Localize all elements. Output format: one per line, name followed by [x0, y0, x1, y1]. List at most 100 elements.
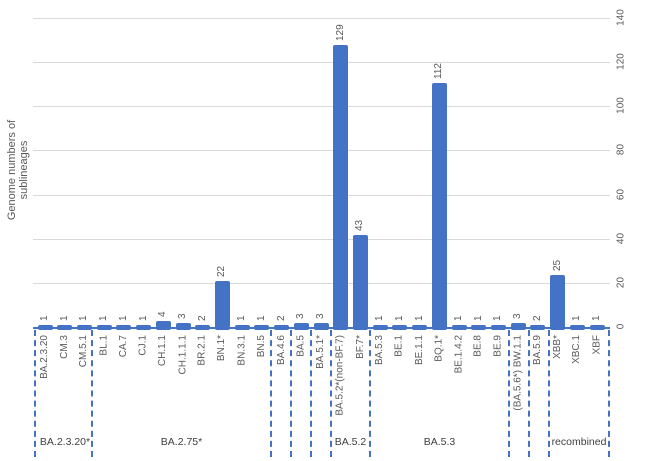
category-label: BE.8 — [472, 335, 484, 357]
value-label: 1 — [255, 315, 267, 321]
y-tick-label: 80 — [615, 143, 627, 156]
value-label: 1 — [78, 315, 90, 321]
category-label: CA.7 — [117, 335, 129, 358]
bar — [510, 323, 526, 330]
category-label: BA.5 — [295, 335, 307, 357]
bar — [214, 281, 230, 330]
y-tick-label: 140 — [615, 9, 627, 26]
bar — [76, 325, 92, 330]
y-tick-label: 40 — [615, 232, 627, 245]
category-label: CM.3 — [58, 335, 70, 359]
value-label: 1 — [571, 315, 583, 321]
bar — [550, 274, 566, 330]
gridline — [33, 106, 610, 107]
value-label: 1 — [58, 315, 70, 321]
category-label: BE.1 — [393, 335, 405, 357]
value-label: 1 — [374, 315, 386, 321]
value-label: 43 — [354, 219, 366, 232]
bar — [175, 323, 191, 330]
value-label: 1 — [492, 315, 504, 321]
category-label: CJ.1 — [137, 335, 149, 356]
category-label: BN.5 — [255, 335, 267, 358]
bar — [136, 325, 152, 330]
category-label: XBF — [591, 335, 602, 355]
category-label: BA.4.6 — [275, 335, 287, 366]
value-label: 112 — [433, 62, 445, 79]
category-label: BA.5.9 — [531, 335, 543, 366]
gridline — [33, 239, 610, 240]
group-separator — [508, 330, 510, 457]
group-separator — [34, 330, 36, 457]
group-separator — [270, 330, 272, 457]
bar — [471, 325, 487, 330]
bar — [530, 325, 546, 330]
value-label: 3 — [295, 313, 307, 320]
category-label: BL.1 — [98, 335, 110, 356]
value-label: 1 — [591, 315, 602, 321]
category-label: BE.1.4.2 — [453, 335, 464, 374]
group-separator — [548, 330, 550, 457]
category-label: XBC.1 — [571, 335, 583, 364]
gridline — [33, 195, 610, 196]
category-label: (BA.5.6*) BW.1.1 — [512, 335, 524, 411]
bar — [372, 325, 388, 330]
value-label: 25 — [551, 259, 563, 271]
group-separator — [310, 330, 312, 457]
bar — [333, 45, 349, 330]
value-label: 1 — [117, 315, 129, 321]
value-label: 1 — [137, 315, 149, 321]
category-label: BN.1* — [216, 335, 228, 362]
value-label: 4 — [157, 311, 169, 318]
value-label: 3 — [512, 313, 524, 320]
value-label: 1 — [39, 315, 50, 321]
bar — [431, 82, 447, 330]
category-label: BQ.1* — [433, 335, 445, 362]
group-label: BA.5.3 — [423, 436, 456, 448]
value-label: 1 — [413, 315, 425, 321]
category-label: XBB* — [551, 335, 563, 359]
gridline — [33, 18, 610, 19]
gridline — [33, 150, 610, 151]
value-label: 2 — [531, 315, 543, 321]
group-label: recombined — [551, 436, 607, 448]
category-label: CM.5.1 — [78, 335, 90, 368]
bar — [96, 325, 112, 330]
bar — [116, 325, 132, 330]
y-axis-label: Genome numbers of sublineages — [6, 119, 30, 221]
group-label: BA.5.2 — [334, 436, 367, 448]
value-label: 3 — [177, 313, 188, 320]
group-label: BA.2.3.20* — [39, 436, 91, 448]
gridline — [33, 62, 610, 63]
category-label: BR.2.1 — [196, 335, 208, 366]
y-tick-label: 60 — [615, 188, 627, 201]
y-tick-label: 100 — [615, 97, 627, 114]
y-tick-label: 0 — [615, 323, 627, 330]
value-label: 1 — [453, 315, 464, 321]
group-separator — [330, 330, 332, 457]
bar — [57, 325, 73, 330]
group-separator — [528, 330, 530, 457]
bar — [451, 325, 467, 330]
category-label: BA.2.3.20 — [39, 335, 50, 379]
value-label: 129 — [334, 24, 346, 42]
bar — [412, 325, 428, 330]
value-label: 1 — [393, 315, 405, 321]
group-label: BA.2.75* — [160, 436, 203, 448]
category-label: CH.1.1.1 — [177, 335, 188, 375]
value-label: 3 — [315, 313, 326, 320]
category-label: BE.1.1 — [413, 335, 425, 366]
gridline — [33, 283, 610, 284]
bar — [254, 325, 270, 330]
category-label: BN.3.1 — [236, 335, 248, 366]
group-separator — [608, 330, 610, 457]
category-label: BE.9 — [492, 335, 504, 357]
bar — [234, 325, 250, 330]
category-label: BA.5.3 — [374, 335, 386, 366]
group-separator — [369, 330, 371, 457]
bar — [195, 325, 211, 330]
bar — [589, 325, 605, 330]
group-separator — [91, 330, 93, 457]
value-label: 1 — [236, 315, 248, 321]
y-tick-label: 120 — [615, 53, 627, 70]
